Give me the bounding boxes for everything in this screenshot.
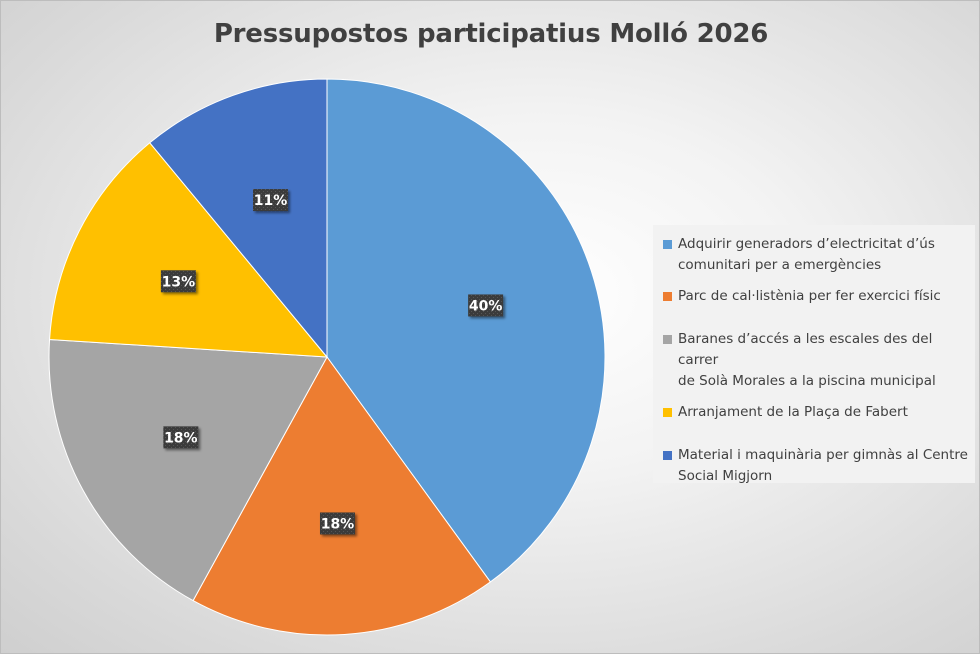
legend-swatch-1 [663, 240, 672, 249]
legend-line: Baranes d’accés a les escales des del ca… [678, 331, 933, 368]
legend-line: Social Migjorn [678, 468, 773, 484]
legend-line: Adquirir generadors d’electricitat d’ús [678, 236, 935, 252]
data-label-text-1: 40% [469, 298, 503, 314]
legend-label-3: Baranes d’accés a les escales des del ca… [678, 329, 975, 392]
pie-slice-3 [48, 339, 328, 602]
legend-item-3: Baranes d’accés a les escales des del ca… [663, 329, 975, 392]
legend-label-5: Material i maquinària per gimnàs al Cent… [678, 445, 968, 487]
legend-label-4: Arranjament de la Plaça de Fabert [678, 402, 908, 423]
legend-item-5: Material i maquinària per gimnàs al Cent… [663, 445, 975, 487]
pie-slice-5 [149, 78, 328, 359]
legend-line: Arranjament de la Plaça de Fabert [678, 404, 908, 420]
data-label-4: 13% [160, 270, 196, 293]
data-label-1: 40% [468, 294, 504, 317]
legend-swatch-2 [663, 292, 672, 301]
data-label-text-3: 18% [164, 430, 198, 446]
data-label-3: 18% [163, 426, 199, 449]
data-label-2: 18% [319, 512, 355, 535]
pie-slice-1 [326, 78, 606, 583]
legend-label-2: Parc de cal·listènia per fer exercici fí… [678, 286, 941, 307]
legend-swatch-4 [663, 408, 672, 417]
legend-swatch-5 [663, 451, 672, 460]
legend-swatch-3 [663, 335, 672, 344]
data-label-text-5: 11% [254, 193, 288, 209]
legend-item-4: Arranjament de la Plaça de Fabert [663, 402, 975, 423]
legend-item-2: Parc de cal·listènia per fer exercici fí… [663, 286, 975, 307]
legend-line: de Solà Morales a la piscina municipal [678, 373, 936, 389]
legend-item-1: Adquirir generadors d’electricitat d’ús c… [663, 234, 975, 276]
data-label-5: 11% [252, 189, 288, 212]
chart-title: Pressupostos participatius Molló 2026 [213, 19, 769, 49]
pie-slice-4 [49, 142, 329, 358]
data-label-text-4: 13% [162, 274, 196, 290]
legend-line: comunitari per a emergències [678, 257, 882, 273]
legend-line: Parc de cal·listènia per fer exercici fí… [678, 288, 941, 304]
legend: Adquirir generadors d’electricitat d’ús c… [653, 225, 975, 484]
pie-slice-2 [192, 356, 492, 636]
legend-label-1: Adquirir generadors d’electricitat d’ús c… [678, 234, 935, 276]
legend-line: Material i maquinària per gimnàs al Cent… [678, 447, 968, 463]
data-label-text-2: 18% [321, 516, 355, 532]
